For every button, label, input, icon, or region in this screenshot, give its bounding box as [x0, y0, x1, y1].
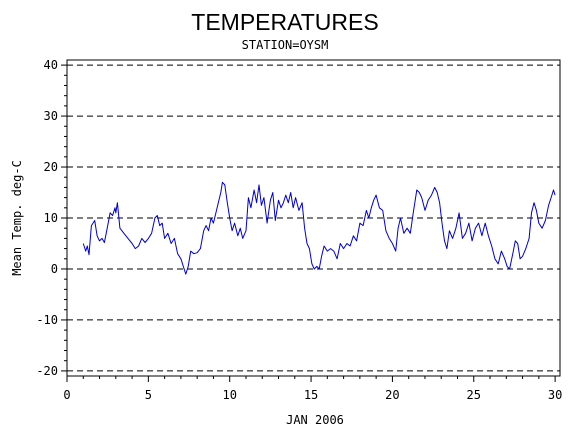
y-tick-label: 0 [51, 262, 58, 276]
x-tick-label: 20 [385, 388, 399, 402]
x-axis-label: JAN 2006 [286, 413, 344, 427]
y-tick-label: 40 [44, 58, 58, 72]
x-tick-label: 25 [467, 388, 481, 402]
y-tick-label: 20 [44, 160, 58, 174]
y-tick-label: -10 [36, 313, 58, 327]
chart-subtitle: STATION=OYSM [242, 38, 329, 52]
gridlines [67, 64, 560, 372]
x-tick-label: 0 [63, 388, 70, 402]
x-axis-ticks: 0 5 10 15 20 25 30 [63, 376, 562, 402]
temperature-line [82, 181, 556, 275]
y-tick-label: 30 [44, 109, 58, 123]
y-tick-label: 10 [44, 211, 58, 225]
y-axis-label: Mean Temp. deg-C [10, 160, 24, 276]
data-line-layer [82, 181, 556, 275]
x-tick-label: 10 [222, 388, 236, 402]
y-axis-ticks: -20 -10 0 10 20 30 40 [36, 58, 67, 378]
x-tick-label: 5 [145, 388, 152, 402]
chart-title: TEMPERATURES [191, 9, 378, 35]
x-tick-label: 15 [304, 388, 318, 402]
x-tick-label: 30 [548, 388, 562, 402]
y-tick-label: -20 [36, 364, 58, 378]
